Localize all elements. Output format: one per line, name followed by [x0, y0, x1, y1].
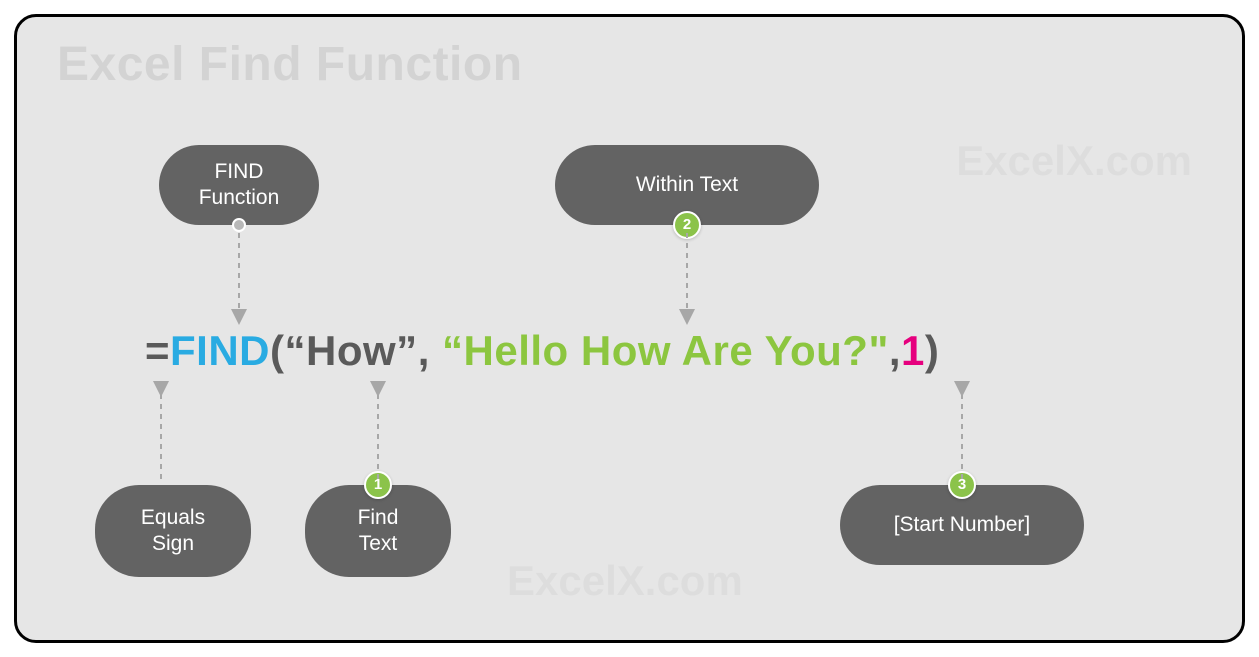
callout-label: EqualsSign — [141, 505, 205, 558]
callout-within-text: Within Text 2 — [555, 145, 819, 225]
callout-find-text: FindText 1 — [305, 485, 451, 577]
formula-close-paren: ) — [925, 327, 940, 374]
formula-arg2: “Hello How Are You?" — [442, 327, 889, 374]
formula-equals: = — [145, 327, 170, 374]
callout-find-function: FINDFunction — [159, 145, 319, 225]
number-badge: 1 — [364, 471, 392, 499]
number-badge: 3 — [948, 471, 976, 499]
number-badge: 2 — [673, 211, 701, 239]
formula-arg3: 1 — [901, 327, 925, 374]
callout-label: FindText — [358, 505, 399, 558]
callout-label: [Start Number] — [894, 512, 1031, 538]
callout-equals-sign: EqualsSign — [95, 485, 251, 577]
dot-badge — [232, 218, 246, 232]
watermark: ExcelX.com — [956, 137, 1192, 185]
page-title: Excel Find Function — [57, 37, 523, 92]
formula-function: FIND — [170, 327, 270, 374]
callout-label: FINDFunction — [199, 159, 280, 212]
diagram-canvas: Excel Find Function ExcelX.com ExcelX.co… — [14, 14, 1245, 643]
callout-label: Within Text — [636, 172, 738, 198]
formula-sep1: , — [418, 327, 442, 374]
formula-open-paren: ( — [270, 327, 285, 374]
formula-expression: =FIND(“How”, “Hello How Are You?",1) — [145, 327, 939, 375]
formula-sep2: , — [889, 327, 901, 374]
watermark: ExcelX.com — [507, 557, 743, 605]
callout-start-number: [Start Number] 3 — [840, 485, 1084, 565]
formula-arg1: “How” — [285, 327, 418, 374]
